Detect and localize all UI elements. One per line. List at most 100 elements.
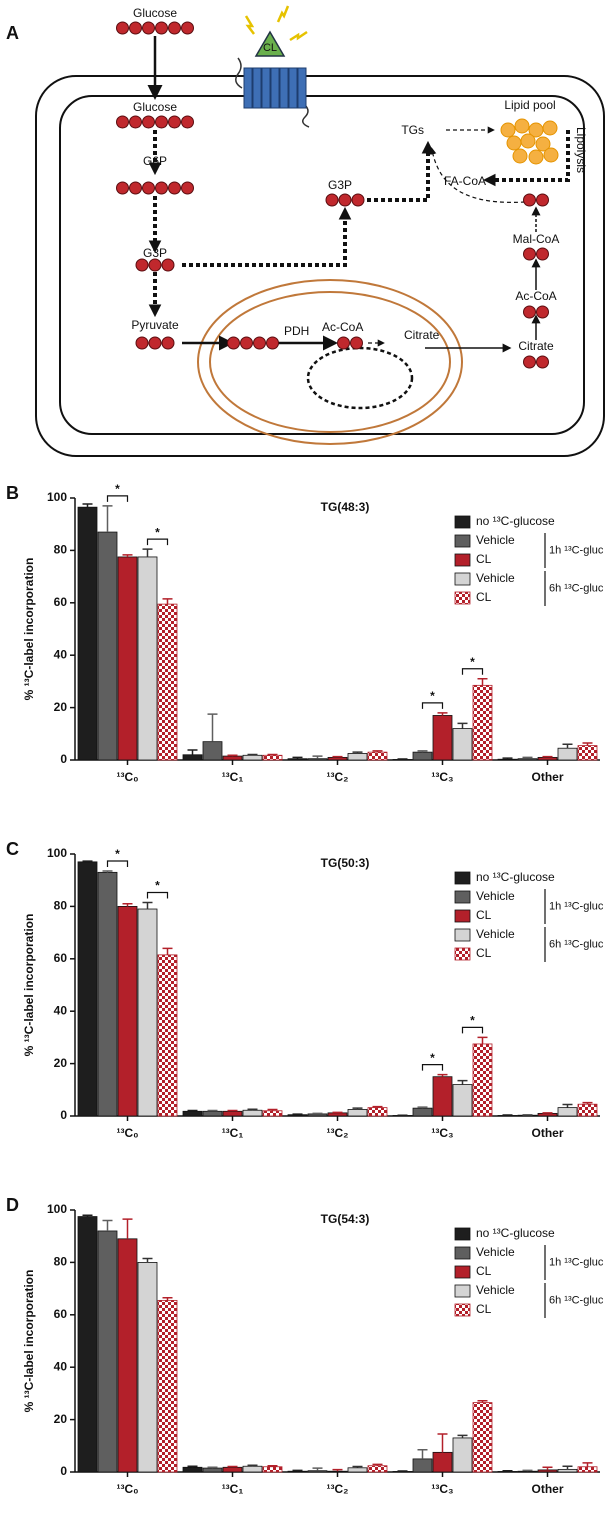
y-tick-label: 20 [54, 700, 68, 714]
error-bar [437, 1073, 448, 1077]
legend-group-label: 1h ¹³C-gluc [549, 900, 604, 912]
carbon-atom [116, 115, 129, 129]
carbon-atom [536, 305, 549, 319]
legend-label: CL [476, 552, 492, 566]
carbon-atom [168, 181, 181, 195]
bar [517, 1470, 538, 1473]
panel-label: C [6, 839, 19, 859]
significance-bracket [461, 668, 484, 675]
y-axis-label: % ¹³C-label incorporation [22, 1270, 36, 1413]
error-bar [247, 1108, 258, 1111]
significance-label: * [470, 655, 475, 669]
y-tick-label: 0 [60, 752, 67, 766]
bar [452, 1437, 473, 1473]
legend-label: CL [476, 946, 492, 960]
y-tick-label: 60 [54, 951, 68, 965]
bar [412, 751, 433, 761]
x-tick-label: ¹³C₃ [431, 1482, 453, 1496]
panel-label: A [6, 23, 19, 43]
y-tick-label: 40 [54, 1003, 68, 1017]
error-bar [372, 1463, 383, 1466]
x-tick-label: ¹³C₁ [222, 1126, 244, 1140]
chart-title: TG(54:3) [321, 1212, 370, 1226]
error-bar [437, 1433, 448, 1453]
carbon-atom [142, 21, 155, 35]
error-bar [142, 548, 153, 557]
legend-label: Vehicle [476, 927, 515, 941]
bar [77, 1216, 98, 1473]
legend-group-label: 1h ¹³C-gluc [549, 1256, 604, 1268]
bar [557, 747, 578, 761]
carbon-atom [536, 247, 549, 261]
error-bar [457, 722, 468, 729]
error-bar [332, 755, 343, 758]
error-bar [102, 1219, 113, 1231]
carbon-atom [148, 336, 162, 350]
bar [157, 1299, 178, 1473]
significance-bracket [106, 495, 129, 502]
bar-chart: C TG(50:3) % ¹³C-label incorporation 0 20 40 6… [6, 839, 604, 1140]
bar [97, 871, 118, 1117]
bar [77, 506, 98, 761]
metabolite-label: Glucose [133, 6, 177, 20]
bar [202, 741, 223, 761]
error-bar [207, 1109, 218, 1112]
error-bar [522, 1113, 533, 1116]
carbon-atom [181, 115, 194, 129]
error-bar [312, 1467, 323, 1471]
x-tick-label: ¹³C₀ [116, 770, 138, 784]
error-bar [187, 1465, 198, 1468]
x-tick-label: ¹³C₂ [327, 770, 349, 784]
bar [117, 556, 138, 761]
x-tick-label: ¹³C₂ [327, 1126, 349, 1140]
error-bar [582, 1462, 593, 1467]
error-bar [417, 1448, 428, 1459]
bar [287, 1470, 308, 1473]
y-tick-label: 100 [47, 490, 67, 504]
y-tick-label: 80 [54, 899, 68, 913]
bar [137, 1262, 158, 1473]
carbon-atom [148, 258, 162, 272]
bar [577, 745, 598, 761]
error-bar [457, 1434, 468, 1438]
bar [182, 1110, 203, 1117]
bar [347, 1109, 368, 1117]
mitochondrion-outer [197, 279, 463, 445]
legend-swatch [454, 871, 471, 885]
legend-swatch [454, 1284, 471, 1298]
significance-bracket [421, 1064, 444, 1071]
significance-label: * [155, 525, 160, 539]
error-bar [82, 503, 93, 508]
error-bar [372, 750, 383, 753]
bar [432, 1451, 453, 1473]
bar [182, 754, 203, 761]
mitochondrion-inner [209, 291, 451, 433]
chart-title: TG(50:3) [321, 856, 370, 870]
y-tick-label: 40 [54, 1359, 68, 1373]
bar [77, 861, 98, 1117]
significance-bracket [146, 891, 169, 899]
carbon-atom [536, 355, 549, 369]
legend-group-label: 1h ¹³C-gluc [549, 544, 604, 556]
error-bar [562, 1465, 573, 1470]
error-bar [187, 1109, 198, 1112]
error-bar [207, 713, 218, 742]
carbon-atom [142, 115, 155, 129]
y-tick-label: 100 [47, 1202, 67, 1216]
bar [472, 1043, 493, 1117]
bar [242, 754, 263, 761]
bar [137, 908, 158, 1117]
bar [97, 1230, 118, 1473]
significance-bracket [421, 702, 444, 709]
error-bar [267, 753, 278, 756]
bar [327, 1112, 348, 1117]
error-bar [312, 1112, 323, 1115]
bar [262, 754, 283, 761]
error-bar [502, 1469, 513, 1472]
error-bar [267, 1108, 278, 1111]
metabolite-label: Citrate [404, 328, 440, 342]
significance-label: * [115, 847, 120, 861]
x-tick-label: ¹³C₀ [116, 1482, 138, 1496]
bar [137, 556, 158, 761]
significance-bracket [146, 538, 169, 546]
